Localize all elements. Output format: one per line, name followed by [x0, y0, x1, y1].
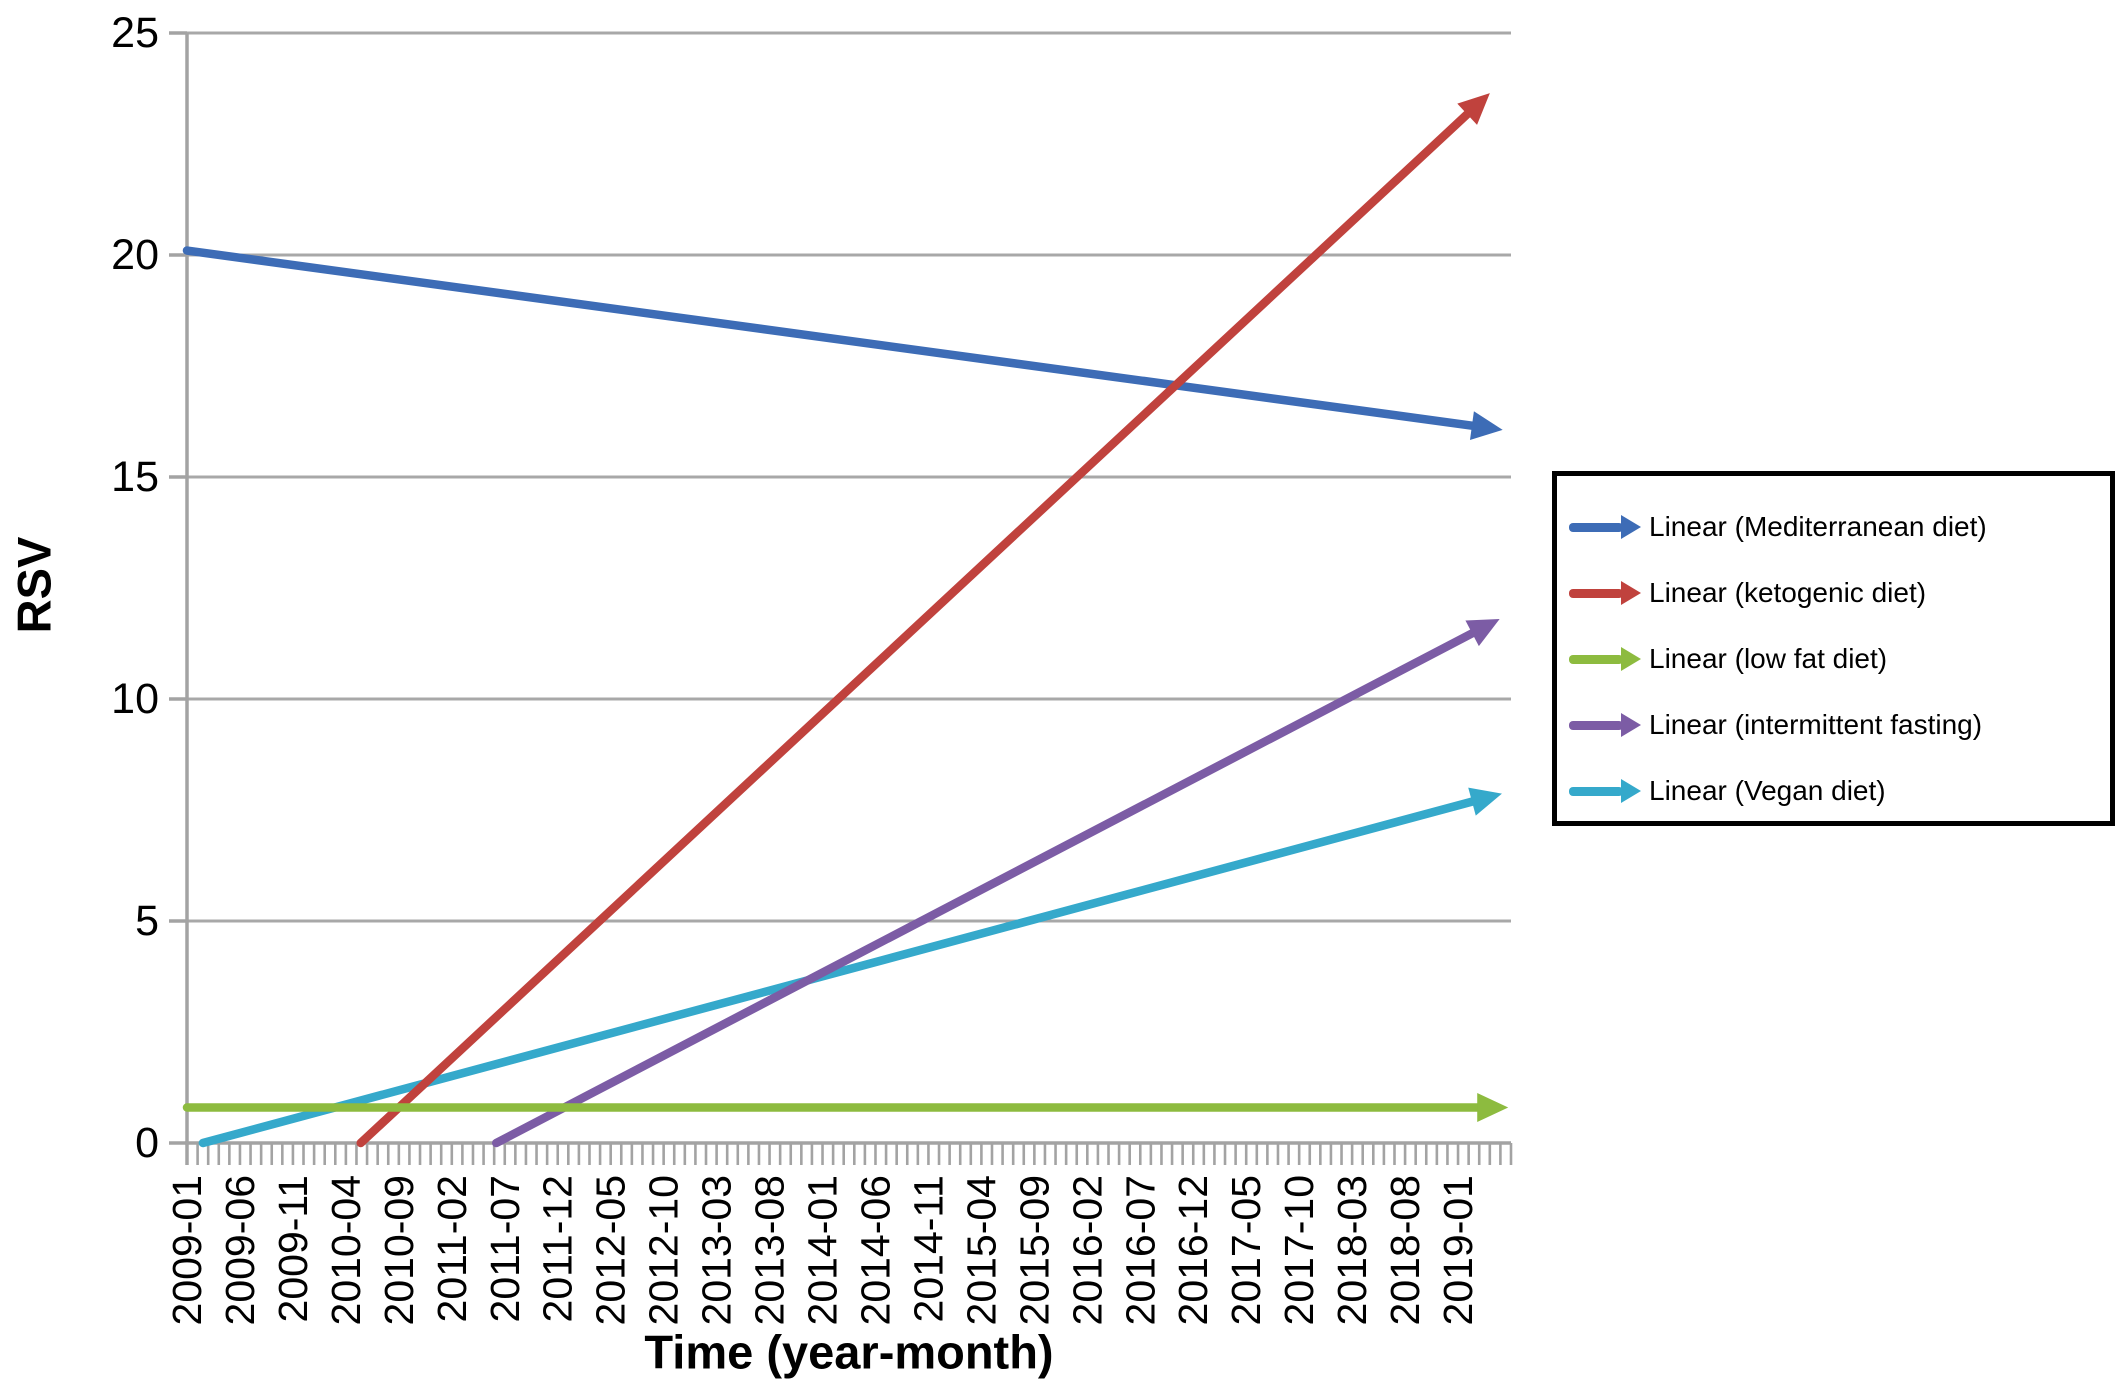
x-tick-label: 2011-07: [482, 1175, 528, 1322]
x-tick-label: 2010-09: [376, 1175, 422, 1325]
legend-item: Linear (Vegan diet): [1569, 775, 2096, 806]
legend-label: Linear (intermittent fasting): [1649, 709, 1983, 740]
y-tick-label: 0: [135, 1119, 159, 1167]
x-tick-label: 2010-04: [323, 1175, 369, 1325]
legend-arrowhead-icon: [1621, 515, 1641, 539]
series-arrowhead-3: [1465, 618, 1500, 647]
x-tick-label: 2017-10: [1276, 1175, 1322, 1325]
legend-arrow-icon: [1569, 647, 1643, 671]
series-line-0: [182, 246, 1479, 431]
x-tick-label: 2016-07: [1117, 1175, 1163, 1325]
legend-arrow-line: [1569, 588, 1623, 598]
x-tick-label: 2016-02: [1064, 1175, 1110, 1325]
legend-item: Linear (intermittent fasting): [1569, 709, 2096, 740]
x-tick-label: 2013-08: [747, 1175, 793, 1325]
legend-arrow-line: [1569, 522, 1623, 532]
legend-item: Linear (ketogenic diet): [1569, 577, 2096, 608]
series-line-4: [198, 796, 1479, 1148]
legend-item: Linear (low fat diet): [1569, 643, 2096, 674]
x-tick-label: 2013-03: [694, 1175, 740, 1325]
legend-arrowhead-icon: [1621, 779, 1641, 803]
y-tick-label: 25: [111, 9, 159, 57]
legend-item: Linear (Mediterranean diet): [1569, 511, 2096, 542]
legend-arrowhead-icon: [1621, 581, 1641, 605]
x-tick-label: 2012-10: [641, 1175, 687, 1325]
legend-arrow-line: [1569, 654, 1623, 664]
series-arrowhead-1: [1457, 93, 1490, 125]
legend-arrow-icon: [1569, 581, 1643, 605]
legend-label: Linear (Vegan diet): [1649, 775, 1886, 806]
legend-arrow-icon: [1569, 515, 1643, 539]
x-tick-label: 2018-08: [1382, 1175, 1428, 1325]
x-tick-label: 2012-05: [588, 1175, 634, 1325]
legend-label: Linear (ketogenic diet): [1649, 577, 1927, 608]
series-arrowhead-4: [1468, 787, 1502, 816]
legend-arrowhead-icon: [1621, 713, 1641, 737]
series-line-1: [356, 108, 1473, 1148]
legend-label: Linear (Mediterranean diet): [1649, 511, 1987, 542]
x-tick-label: 2014-06: [852, 1175, 898, 1325]
y-tick-label: 20: [111, 231, 159, 279]
series-line-3: [492, 628, 1479, 1148]
x-axis-title: Time (year-month): [644, 1325, 1054, 1379]
legend-arrowhead-icon: [1621, 647, 1641, 671]
x-tick-label: 2011-12: [535, 1175, 581, 1322]
series-arrowhead-2: [1477, 1092, 1509, 1122]
x-tick-label: 2009-01: [164, 1175, 210, 1325]
x-tick-label: 2018-03: [1329, 1175, 1375, 1325]
y-axis-title: RSV: [7, 536, 61, 634]
legend-arrow-line: [1569, 786, 1623, 796]
x-tick-label: 2011-02: [429, 1175, 475, 1322]
x-tick-label: 2015-09: [1011, 1175, 1057, 1325]
x-tick-label: 2009-06: [217, 1175, 263, 1325]
legend-arrow-line: [1569, 720, 1623, 730]
x-tick-label: 2017-05: [1223, 1175, 1269, 1325]
x-tick-label: 2016-12: [1170, 1175, 1216, 1325]
legend: Linear (Mediterranean diet) Linear (keto…: [1552, 471, 2115, 826]
y-tick-label: 15: [111, 453, 159, 501]
legend-arrow-icon: [1569, 779, 1643, 803]
x-tick-label: 2015-04: [958, 1175, 1004, 1325]
legend-label: Linear (low fat diet): [1649, 643, 1888, 674]
x-tick-label: 2019-01: [1435, 1175, 1481, 1325]
y-tick-label: 5: [135, 897, 159, 945]
y-tick-label: 10: [111, 675, 159, 723]
x-tick-label: 2014-11: [905, 1175, 951, 1322]
legend-arrow-icon: [1569, 713, 1643, 737]
x-tick-label: 2014-01: [800, 1175, 846, 1325]
series-arrowhead-0: [1469, 411, 1503, 441]
x-tick-label: 2009-11: [270, 1175, 316, 1322]
